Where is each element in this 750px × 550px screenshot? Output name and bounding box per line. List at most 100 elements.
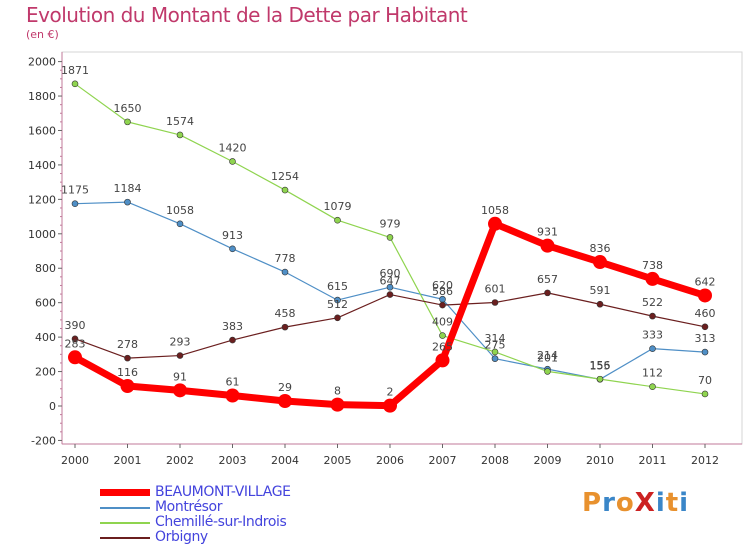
data-label: 1650 [114, 102, 142, 115]
data-label: 458 [275, 307, 296, 320]
data-label: 931 [537, 226, 558, 239]
legend-item: Orbigny [100, 530, 400, 545]
data-label: 61 [226, 375, 240, 388]
series-point-1 [71, 200, 79, 207]
x-tick-label: 2002 [166, 454, 194, 467]
series-point-2 [439, 332, 446, 339]
logo-letter: X [634, 488, 656, 518]
legend-label: Chemillé-sur-Indrois [155, 514, 287, 530]
legend-label: Montrésor [155, 499, 223, 515]
series-point-1 [229, 245, 236, 253]
series-point-1 [176, 220, 184, 228]
legend-swatch [100, 507, 150, 509]
data-label: 333 [642, 329, 663, 342]
data-label: 8 [334, 385, 341, 398]
y-tick-label: 1800 [28, 90, 56, 103]
series-point-2 [71, 80, 79, 88]
data-label: 836 [590, 242, 611, 255]
data-label: 214 [537, 349, 558, 362]
series-point-3 [596, 300, 604, 308]
proxiti-logo: ProXiti [582, 488, 689, 518]
y-tick-label: 2000 [28, 56, 56, 69]
legend-item: BEAUMONT-VILLAGE [100, 485, 400, 500]
logo-letter: P [582, 488, 603, 518]
legend-item: Montrésor [100, 500, 400, 515]
legend-item: Chemillé-sur-Indrois [100, 515, 400, 530]
series-point-2 [176, 131, 184, 139]
legend-swatch [100, 537, 150, 539]
data-label: 690 [380, 267, 401, 280]
data-label: 1058 [481, 204, 509, 217]
series-point-0 [173, 383, 187, 398]
series-point-0 [698, 288, 712, 303]
logo-letter: t [665, 488, 680, 518]
data-label: 29 [278, 381, 292, 394]
data-label: 293 [170, 336, 191, 349]
series-line-0 [71, 220, 709, 410]
data-label: 156 [590, 359, 611, 372]
data-label: 601 [485, 283, 506, 296]
logo-letter: i [679, 488, 690, 518]
data-label: 979 [380, 217, 401, 230]
x-tick-label: 2008 [481, 454, 509, 467]
data-label: 1175 [61, 184, 89, 197]
data-label: 738 [642, 259, 663, 272]
data-label: 512 [327, 298, 348, 311]
series-point-1 [124, 198, 131, 206]
series-point-2 [491, 348, 499, 356]
series-point-2 [124, 118, 131, 126]
data-label: 1871 [61, 64, 89, 77]
chart-legend: BEAUMONT-VILLAGE Montrésor Chemillé-sur-In… [100, 485, 400, 545]
data-label: 615 [327, 280, 348, 293]
y-tick-label: 1000 [28, 228, 56, 241]
y-tick-label: -200 [31, 434, 56, 447]
series-point-0 [645, 271, 660, 286]
legend-label: Orbigny [155, 529, 208, 545]
data-label: 265 [432, 340, 453, 353]
legend-swatch [100, 522, 150, 524]
data-label: 522 [642, 296, 663, 309]
series-point-3 [281, 323, 289, 331]
series-point-1 [649, 345, 656, 352]
series-point-0 [225, 388, 240, 403]
series-point-0 [278, 394, 292, 409]
series-point-2 [701, 390, 709, 398]
legend-swatch [100, 489, 150, 496]
series-point-2 [334, 216, 341, 224]
data-label: 591 [590, 284, 611, 297]
series-point-0 [383, 398, 397, 413]
data-label: 647 [380, 275, 401, 288]
y-tick-label: 600 [35, 297, 56, 310]
y-tick-label: 800 [35, 262, 56, 275]
chart-subtitle: (en €) [26, 28, 59, 41]
data-label: 913 [222, 229, 243, 242]
x-tick-label: 2010 [586, 454, 614, 467]
data-label: 91 [173, 370, 187, 383]
x-tick-label: 2004 [271, 454, 299, 467]
data-label: 586 [432, 285, 453, 298]
logo-letter: i [655, 488, 666, 518]
series-point-0 [435, 353, 450, 368]
series-point-3 [71, 335, 79, 343]
series-point-3 [701, 323, 709, 331]
x-tick-label: 2011 [639, 454, 667, 467]
data-label: 642 [695, 275, 716, 288]
series-point-3 [176, 352, 184, 359]
x-tick-label: 2000 [61, 454, 89, 467]
x-tick-label: 2005 [324, 454, 352, 467]
y-tick-label: 1600 [28, 124, 56, 137]
x-tick-label: 2007 [429, 454, 457, 467]
data-label: 657 [537, 273, 558, 286]
data-label: 460 [695, 307, 716, 320]
data-label: 1574 [166, 115, 194, 128]
data-label: 620 [432, 279, 453, 292]
series-point-3 [649, 312, 656, 320]
series-point-2 [386, 234, 394, 241]
series-point-2 [229, 158, 236, 165]
series-point-2 [596, 375, 604, 383]
data-label: 116 [117, 366, 138, 379]
data-label: 778 [275, 252, 296, 265]
data-label: 1184 [114, 182, 142, 195]
